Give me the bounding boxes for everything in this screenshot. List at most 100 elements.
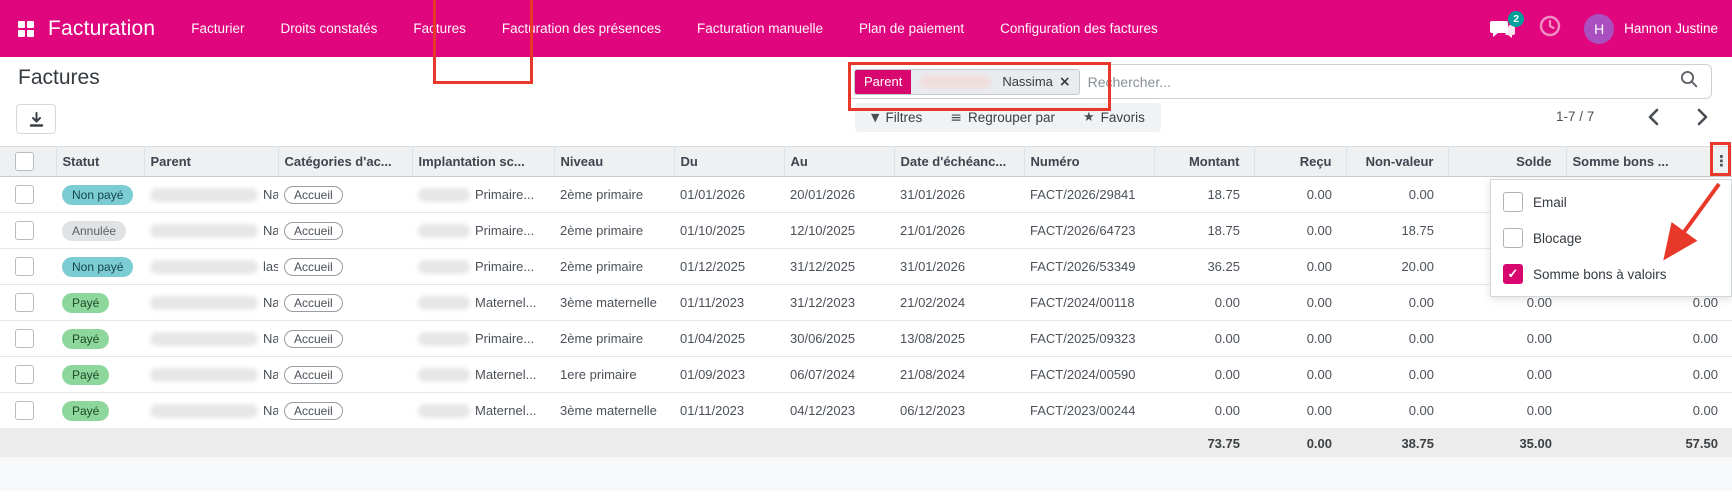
redacted-text (418, 188, 470, 203)
app-brand[interactable]: Facturation (48, 16, 156, 40)
messages-icon[interactable]: 2 (1490, 10, 1525, 41)
row-checkbox[interactable] (15, 365, 34, 384)
cell-implantation: Primaire... (412, 212, 554, 249)
col-header-label: Implantation sc... (418, 154, 525, 169)
col-header-implantation[interactable]: Implantation sc... (411, 146, 554, 177)
totals-row: 73.75 0.00 38.75 35.00 57.50 (0, 428, 1732, 458)
col-header-label: Non-valeur (1365, 154, 1434, 169)
groupby-button[interactable]: ≡ Regrouper par (950, 110, 1055, 126)
cell-au: 04/12/2023 (784, 392, 894, 429)
cell-implantation: Maternel... (412, 284, 554, 321)
cell-echeance: 31/01/2026 (894, 176, 1024, 213)
cell-check (0, 176, 56, 213)
col-header-statut[interactable]: Statut (55, 146, 144, 177)
truncated-text: Nas... (263, 366, 278, 382)
cell-au: 31/12/2025 (784, 248, 894, 285)
row-checkbox[interactable] (15, 401, 34, 420)
cell-implantation: Maternel... (412, 356, 554, 393)
truncated-text: Maternel... (475, 402, 537, 418)
redacted-text (418, 368, 470, 383)
pager-next-button[interactable] (1688, 106, 1714, 133)
row-checkbox[interactable] (15, 221, 34, 240)
cell-statut: Non payé (56, 248, 144, 285)
dropdown-item-blocage[interactable]: Blocage (1491, 220, 1731, 256)
activity-clock-icon[interactable] (1538, 14, 1562, 43)
cell-au: 06/07/2024 (784, 356, 894, 393)
cell-du: 01/11/2023 (674, 284, 784, 321)
apps-grid-icon[interactable] (18, 20, 34, 37)
col-header-numero[interactable]: Numéro (1023, 146, 1154, 177)
cell-statut: Payé (56, 392, 144, 429)
col-header-label: Statut (62, 154, 100, 169)
row-checkbox[interactable] (15, 185, 34, 204)
nav-menu-item-configuration-des-factures[interactable]: Configuration des factures (1000, 21, 1158, 36)
col-header-categorie[interactable]: Catégories d'ac... (277, 146, 412, 177)
export-download-button[interactable] (16, 104, 56, 134)
remove-facet-icon[interactable]: × (1058, 73, 1071, 90)
messages-count-badge: 2 (1508, 10, 1525, 27)
nav-menu: Facturier Droits constatés Factures Factura… (191, 21, 1157, 36)
select-all-checkbox[interactable] (15, 152, 34, 171)
nav-menu-item-facturier[interactable]: Facturier (191, 21, 245, 36)
nav-menu-item-facturation-des-pr-sences[interactable]: Facturation des présences (501, 21, 661, 36)
redacted-text (418, 404, 470, 419)
col-header-solde[interactable]: Solde (1447, 146, 1566, 177)
cell-numero: FACT/2024/00590 (1024, 356, 1154, 393)
category-pill: Accueil (284, 329, 343, 348)
row-checkbox[interactable] (15, 293, 34, 312)
table-row: Payé Nas... Accueil Maternel... 3ème materne… (0, 284, 1732, 321)
dropdown-item-somme-bons-valoirs[interactable]: ✓ Somme bons à valoirs (1491, 256, 1731, 292)
star-icon: ★ (1083, 110, 1095, 125)
col-header-nonvaleur[interactable]: Non-valeur (1345, 146, 1448, 177)
col-header-niveau[interactable]: Niveau (553, 146, 674, 177)
dropdown-item-label: Somme bons à valoirs (1533, 266, 1667, 282)
column-options-icon[interactable]: ⋮ (1714, 152, 1729, 170)
facet-value-text: Nassima (1002, 74, 1053, 89)
cell-categorie: Accueil (278, 212, 412, 249)
cell-somme: 0.00 (1566, 320, 1732, 357)
truncated-text: Nas... (263, 330, 278, 346)
nav-menu-item-factures[interactable]: Factures (413, 21, 466, 36)
checkbox-unchecked[interactable] (1503, 228, 1523, 248)
search-bar[interactable]: Parent Nassima × (848, 64, 1712, 99)
col-header-du[interactable]: Du (673, 146, 784, 177)
filters-button[interactable]: ▼ Filtres (871, 110, 922, 125)
redacted-text (418, 260, 470, 275)
total-somme: 57.50 (1566, 428, 1732, 458)
col-header-recu[interactable]: Reçu (1253, 146, 1346, 177)
col-header-echeance[interactable]: Date d'échéanc... (893, 146, 1024, 177)
invoices-table: Statut Parent Catégories d'ac... Implantati… (0, 146, 1732, 458)
nav-menu-item-droits-constat-s[interactable]: Droits constatés (280, 21, 378, 36)
col-header-check (0, 146, 56, 177)
col-header-label: Reçu (1299, 154, 1332, 169)
favorites-button[interactable]: ★ Favoris (1083, 110, 1145, 125)
user-avatar[interactable]: H (1584, 13, 1615, 44)
user-name[interactable]: Hannon Justine (1624, 21, 1718, 36)
col-header-au[interactable]: Au (783, 146, 894, 177)
checkbox-checked-icon[interactable]: ✓ (1503, 264, 1523, 284)
search-icon[interactable] (1679, 69, 1699, 94)
category-pill: Accueil (284, 293, 343, 312)
pager-previous-button[interactable] (1642, 106, 1668, 133)
search-facet: Parent Nassima × (854, 68, 1080, 95)
cell-montant: 0.00 (1154, 356, 1254, 393)
cell-parent: Nas... (144, 212, 278, 249)
checkbox-unchecked[interactable] (1503, 192, 1523, 212)
col-header-montant[interactable]: Montant (1153, 146, 1254, 177)
col-header-label: Parent (150, 154, 191, 169)
col-header-somme[interactable]: Somme bons ... ⋮ (1565, 146, 1732, 177)
row-checkbox[interactable] (15, 257, 34, 276)
cell-du: 01/10/2025 (674, 212, 784, 249)
row-checkbox[interactable] (15, 329, 34, 348)
redacted-text (150, 368, 258, 383)
dropdown-item-email[interactable]: Email (1491, 184, 1731, 220)
nav-menu-item-facturation-manuelle[interactable]: Facturation manuelle (696, 21, 824, 36)
col-header-parent[interactable]: Parent (143, 146, 278, 177)
redacted-name (919, 74, 992, 89)
total-parent (144, 428, 278, 458)
cell-montant: 36.25 (1154, 248, 1254, 285)
search-input[interactable] (1087, 73, 1679, 90)
nav-menu-item-plan-de-paiement[interactable]: Plan de paiement (859, 21, 965, 36)
cell-niveau: 2ème primaire (554, 248, 674, 285)
groupby-icon: ≡ (950, 109, 962, 126)
